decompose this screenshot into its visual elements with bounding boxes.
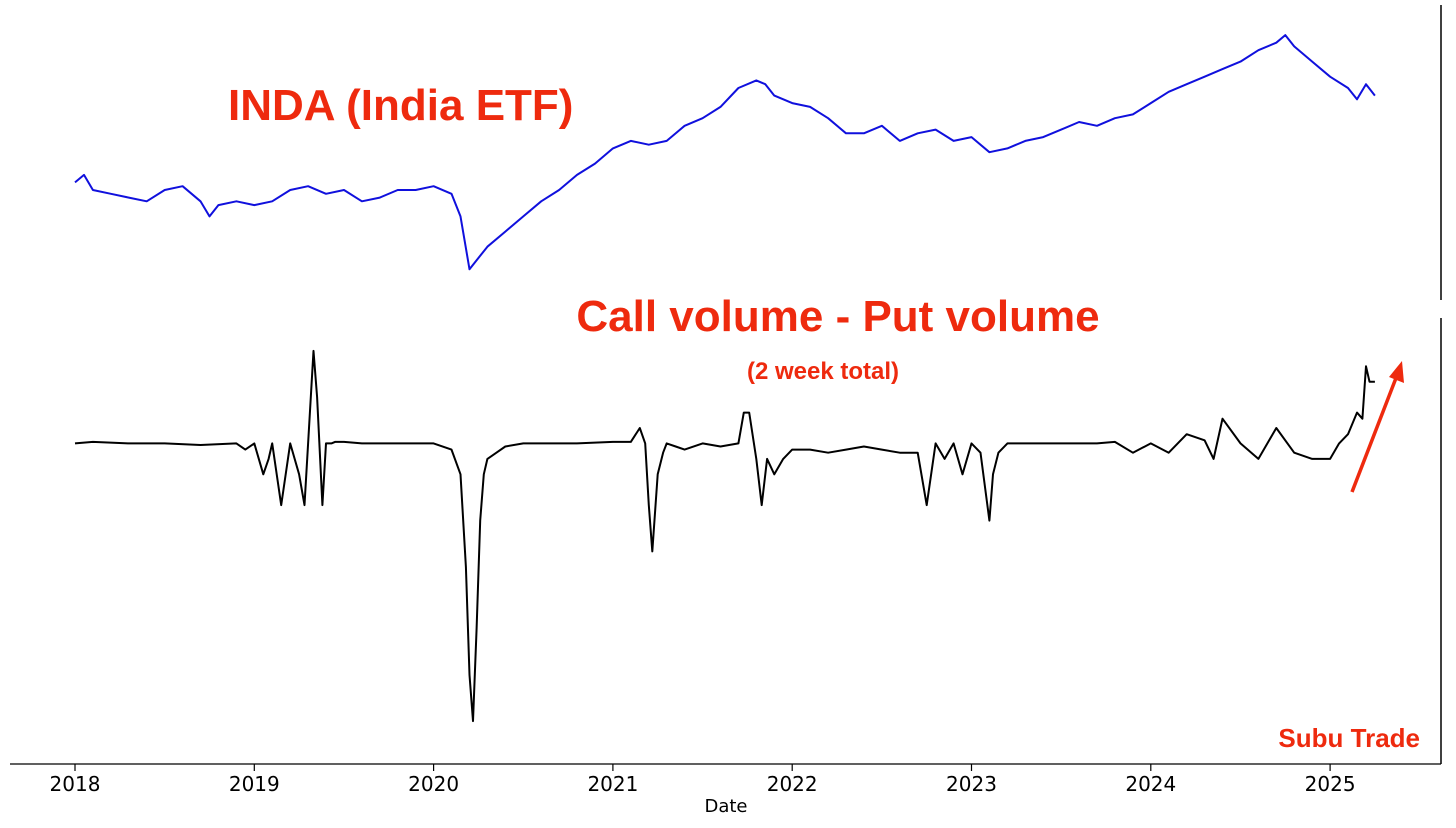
x-tick-label: 2023 (946, 772, 997, 796)
trend-arrow-shaft (1350, 377, 1398, 493)
x-axis-ticks: 2018 2019 2020 2021 2022 2023 2024 2025 (50, 764, 1356, 796)
x-tick-label: 2020 (408, 772, 459, 796)
bottom-chart-title: Call volume - Put volume (576, 292, 1099, 341)
trend-arrow-head (1389, 361, 1404, 383)
x-tick-label: 2018 (50, 772, 101, 796)
top-chart-title: INDA (India ETF) (228, 81, 573, 130)
x-tick-label: 2024 (1125, 772, 1176, 796)
inda-series-group (74, 34, 1376, 271)
x-axis-title: Date (704, 796, 747, 817)
call-put-series-group (74, 349, 1375, 723)
x-tick-label: 2022 (767, 772, 818, 796)
inda-price-line (74, 34, 1376, 271)
bottom-chart-subtitle: (2 week total) (747, 358, 899, 385)
x-tick-label: 2019 (229, 772, 280, 796)
call-minus-put-line (74, 349, 1375, 723)
x-tick-label: 2025 (1305, 772, 1356, 796)
watermark: Subu Trade (1278, 723, 1420, 753)
x-tick-label: 2021 (587, 772, 638, 796)
